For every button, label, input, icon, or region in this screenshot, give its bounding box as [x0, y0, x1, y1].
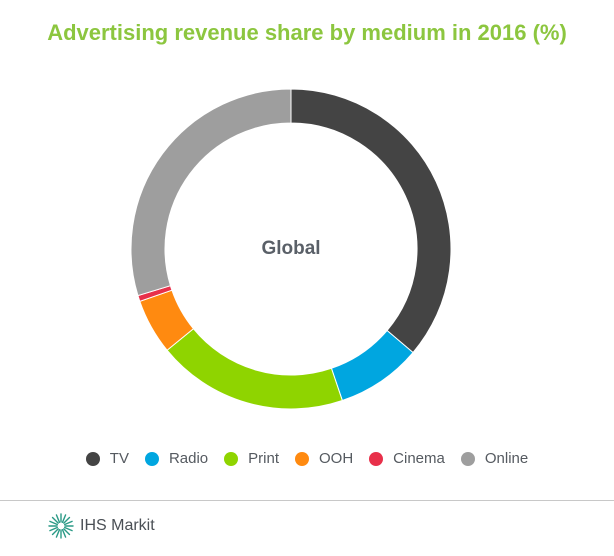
legend-label: Print	[248, 450, 279, 467]
footer-logo: IHS Markit	[48, 513, 155, 539]
footer-brand-text: IHS Markit	[80, 517, 155, 534]
slice-tv	[290, 88, 452, 354]
legend-item-tv: TV	[85, 450, 129, 467]
legend-item-print: Print	[224, 450, 279, 467]
slice-print	[166, 328, 343, 410]
footer-divider	[0, 500, 614, 501]
donut-chart: Global	[130, 88, 452, 410]
legend-label: OOH	[319, 450, 354, 467]
legend-label: Online	[484, 450, 529, 467]
legend-label: TV	[109, 450, 129, 467]
legend-item-radio: Radio	[144, 450, 209, 467]
legend-item-cinema: Cinema	[369, 450, 445, 467]
legend-swatch	[85, 451, 100, 466]
slice-online	[130, 88, 292, 297]
legend-item-ooh: OOH	[295, 450, 353, 467]
donut-center-label: Global	[261, 238, 320, 259]
legend-swatch	[295, 451, 309, 466]
chart-title: Advertising revenue share by medium in 2…	[47, 20, 567, 45]
legend-label: Cinema	[393, 450, 445, 467]
chart-legend: TV Radio Print OOH Cinema Online	[0, 450, 614, 467]
legend-item-online: Online	[460, 450, 529, 467]
legend-swatch	[144, 451, 159, 466]
legend-swatch	[224, 451, 239, 466]
ihs-markit-fan-icon	[48, 513, 74, 539]
donut-slices	[130, 88, 452, 410]
legend-label: Radio	[168, 450, 209, 467]
legend-swatch	[369, 451, 384, 466]
legend-swatch	[460, 451, 475, 466]
